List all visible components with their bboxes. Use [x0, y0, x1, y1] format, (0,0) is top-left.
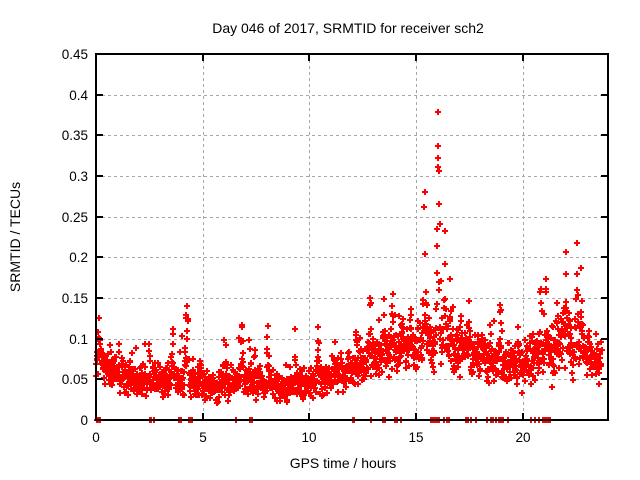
x-tick-label: 0: [92, 430, 100, 445]
plot-border-rect: [95, 53, 609, 421]
x-axis-tick-labels: 0 5 10 15 20: [92, 430, 530, 445]
y-tick-label: 0.45: [62, 47, 88, 62]
chart-title: Day 046 of 2017, SRMTID for receiver sch…: [212, 20, 484, 36]
y-tick-label: 0.4: [69, 88, 88, 103]
x-tick-label: 15: [408, 430, 423, 445]
y-axis-title: SRMTID / TECUs: [7, 182, 23, 292]
x-tick-label: 5: [199, 430, 207, 445]
x-axis-title: GPS time / hours: [290, 455, 397, 471]
x-tick-label: 10: [301, 430, 316, 445]
y-tick-label: 0.3: [69, 169, 88, 184]
gridlines: [96, 54, 608, 420]
axis-ticks: [95, 53, 608, 421]
y-tick-label: 0.2: [69, 250, 88, 265]
y-axis-tick-labels: 0 0.05 0.1 0.15 0.2 0.25 0.3 0.35 0.4 0.45: [62, 47, 89, 428]
y-tick-label: 0.05: [62, 372, 88, 387]
x-tick-label: 20: [515, 430, 530, 445]
y-tick-label: 0: [80, 413, 88, 428]
y-tick-label: 0.25: [62, 210, 88, 225]
y-tick-label: 0.1: [69, 332, 88, 347]
plot-border: [95, 53, 609, 421]
y-tick-label: 0.15: [62, 291, 88, 306]
y-tick-label: 0.35: [62, 128, 88, 143]
